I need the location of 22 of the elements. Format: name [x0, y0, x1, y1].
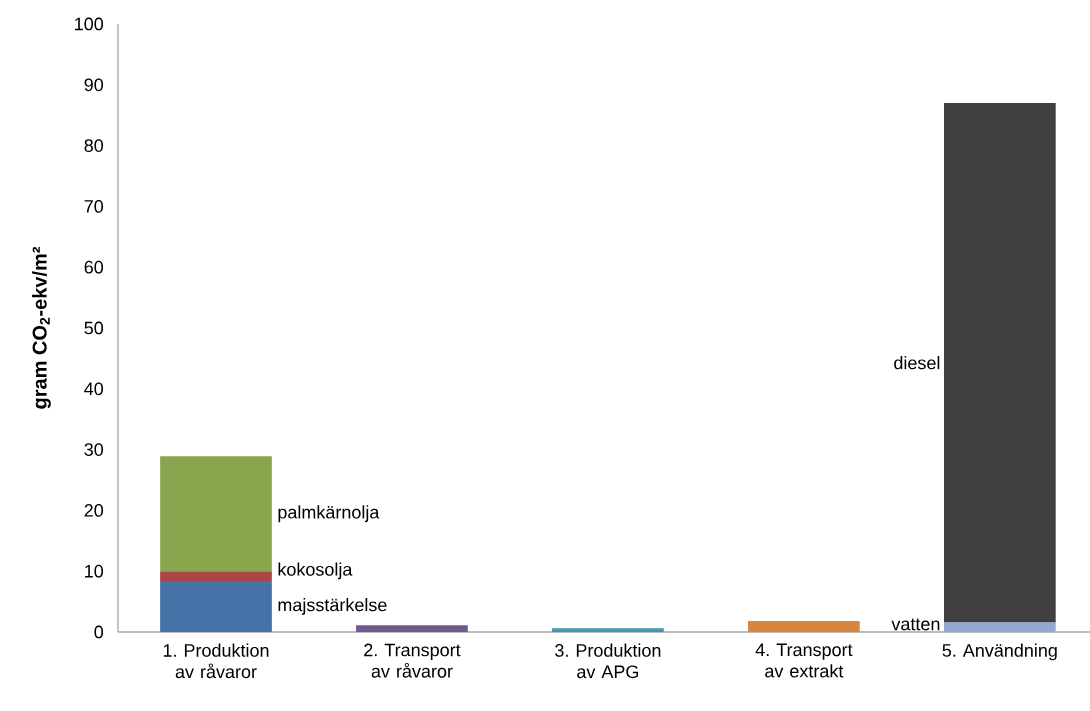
y-tick-label: 40 — [84, 382, 104, 396]
y-tick-label: 70 — [84, 200, 104, 213]
y-axis-title: gram CO$_{2}$-ekv/m² — [32, 246, 51, 409]
y-tick-label: 50 — [84, 321, 104, 335]
y-tick-label: 60 — [84, 260, 104, 274]
series-label: majsstärkelse — [278, 598, 387, 615]
y-tick-label: 100 — [75, 17, 104, 31]
series-label: palmkärnolja — [278, 505, 380, 523]
y-tick-label: 10 — [85, 564, 104, 578]
x-tick-label: 4. Transport av extrakt — [755, 643, 853, 678]
series-label: diesel — [894, 356, 940, 370]
x-tick-label: 2. Transport av råvaror — [364, 643, 461, 678]
y-tick-label: 0 — [94, 625, 104, 639]
x-tick-label: 1. Produktion av råvaror — [163, 643, 269, 679]
series-label: kokosolja — [278, 562, 353, 580]
y-tick-label: 20 — [84, 504, 104, 517]
series-label: vatten — [891, 618, 940, 631]
x-tick-label: 3. Produktion av APG — [555, 643, 661, 679]
x-tick-label: 5. Användning — [942, 643, 1057, 661]
y-tick-label: 80 — [84, 139, 104, 152]
y-tick-label: 30 — [84, 443, 104, 456]
y-tick-label: 90 — [84, 78, 104, 92]
